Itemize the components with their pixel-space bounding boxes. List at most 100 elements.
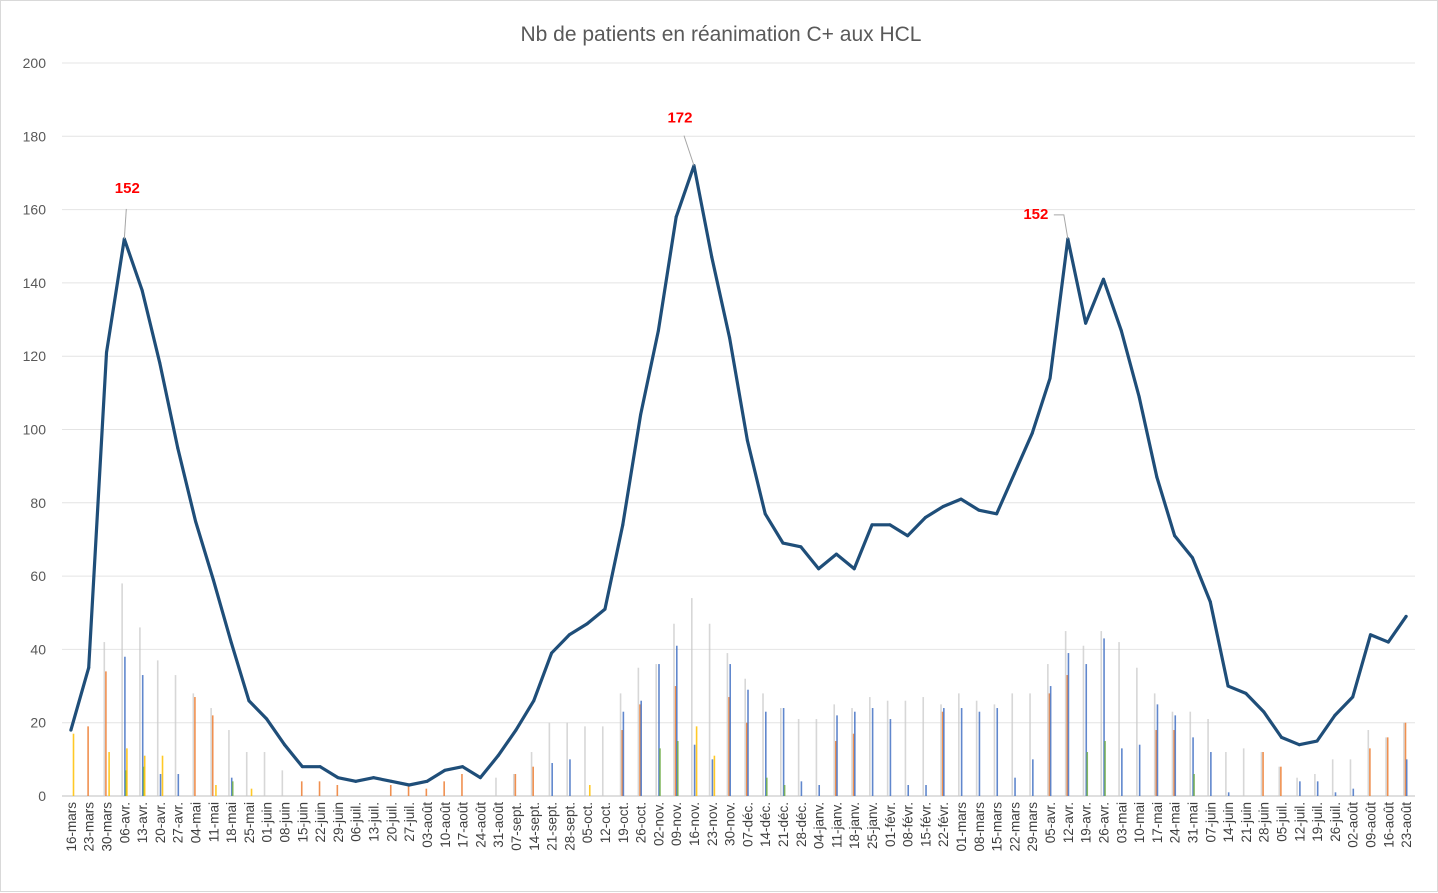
data-point <box>87 666 91 670</box>
bar-gris <box>1278 766 1281 796</box>
bar-gris <box>1314 774 1316 796</box>
bar-jaune <box>250 788 253 796</box>
bar-jaune <box>108 752 110 796</box>
bar-gris <box>1171 711 1174 796</box>
x-tick-label: 28-juin <box>1257 802 1272 843</box>
bar-orange <box>461 774 463 796</box>
x-tick-label: 12-juil. <box>1292 802 1307 842</box>
bar-gris <box>1349 759 1352 796</box>
bar-vert <box>1086 752 1089 796</box>
bar-bleu <box>177 774 180 796</box>
y-tick-label: 180 <box>23 128 47 144</box>
bar-bleu <box>1227 792 1230 796</box>
bar-gris <box>548 722 551 796</box>
bar-bleu <box>960 708 963 796</box>
bar-gris <box>637 667 640 796</box>
bar-gris <box>1296 777 1298 796</box>
bar-bleu <box>1032 759 1034 796</box>
bar-orange <box>1369 748 1371 796</box>
x-tick-label: 20-avr. <box>153 802 168 843</box>
x-tick-label: 30-nov. <box>723 802 738 846</box>
x-tick-label: 06-avr. <box>117 802 132 843</box>
bar-bleu <box>1352 788 1355 796</box>
bar-bleu <box>1405 759 1408 796</box>
bar-orange <box>532 766 534 796</box>
x-tick-label: 05-juil. <box>1274 802 1289 842</box>
bar-bleu <box>658 664 660 796</box>
bar-bleu <box>124 656 126 796</box>
bar-bleu <box>1085 664 1088 796</box>
bar-gris <box>156 660 159 796</box>
bar-gris <box>1136 667 1138 796</box>
data-point <box>140 288 144 292</box>
bar-gris <box>228 730 230 796</box>
bar-orange <box>746 722 748 796</box>
x-tick-label: 24-août <box>473 802 488 848</box>
bar-gris <box>245 752 248 796</box>
data-point <box>1084 321 1088 325</box>
bar-gris <box>1118 642 1120 796</box>
x-tick-label: 06-juil. <box>349 802 364 842</box>
bar-gris <box>655 664 657 796</box>
bar-orange <box>300 781 303 796</box>
bar-gris <box>744 678 747 796</box>
x-tick-label: 04-janv. <box>812 802 827 849</box>
bar-bleu <box>889 719 892 796</box>
data-point <box>1351 695 1355 699</box>
bar-gris <box>566 722 568 796</box>
x-tick-label: 18-mai <box>224 802 239 843</box>
y-tick-label: 100 <box>23 422 47 438</box>
bar-gris <box>174 675 177 796</box>
bar-bleu <box>729 664 731 796</box>
data-point <box>176 446 180 450</box>
bar-orange <box>1173 730 1175 796</box>
data-point <box>265 717 269 721</box>
data-point <box>621 523 625 527</box>
bar-vert <box>231 781 234 796</box>
data-point <box>710 255 714 259</box>
bar-gris <box>103 642 106 796</box>
bar-gris <box>512 774 515 796</box>
x-tick-label: 22-juin <box>313 802 328 843</box>
bar-gris <box>1011 693 1014 796</box>
bar-orange <box>639 704 641 796</box>
x-tick-label: 15-mars <box>990 802 1005 852</box>
bar-bleu <box>978 711 981 796</box>
data-point <box>550 651 554 655</box>
bar-bleu <box>818 785 821 796</box>
data-point <box>283 743 287 747</box>
data-point <box>1368 633 1372 637</box>
x-tick-label: 23-nov. <box>705 802 720 846</box>
bar-vert <box>125 770 127 796</box>
bar-gris <box>121 583 123 796</box>
data-point <box>1048 376 1052 380</box>
y-tick-label: 0 <box>38 788 46 804</box>
data-point <box>728 336 732 340</box>
y-tick-label: 60 <box>30 568 46 584</box>
x-tick-label: 23-août <box>1399 802 1414 848</box>
bar-vert <box>783 785 786 796</box>
data-point <box>763 512 767 516</box>
x-tick-label: 14-juin <box>1221 802 1236 843</box>
x-tick-label: 05-oct. <box>580 802 595 843</box>
data-point <box>158 362 162 366</box>
bar-gris <box>1153 693 1156 796</box>
background-bars <box>72 583 1408 796</box>
y-tick-label: 160 <box>23 202 47 218</box>
data-point <box>1386 640 1390 644</box>
data-point <box>959 497 963 501</box>
x-tick-label: 26-oct. <box>634 802 649 843</box>
bar-bleu <box>1174 715 1177 796</box>
peak-leader-line <box>1053 214 1069 240</box>
x-tick-label: 11-mai <box>206 802 221 842</box>
data-point <box>372 776 376 780</box>
data-point <box>1315 739 1319 743</box>
bar-orange <box>87 726 89 796</box>
bar-vert <box>142 766 145 796</box>
bar-gris <box>1207 719 1209 796</box>
x-tick-label: 09-nov. <box>669 802 684 846</box>
data-point <box>194 519 198 523</box>
data-point <box>870 523 874 527</box>
bar-gris <box>1242 748 1245 796</box>
